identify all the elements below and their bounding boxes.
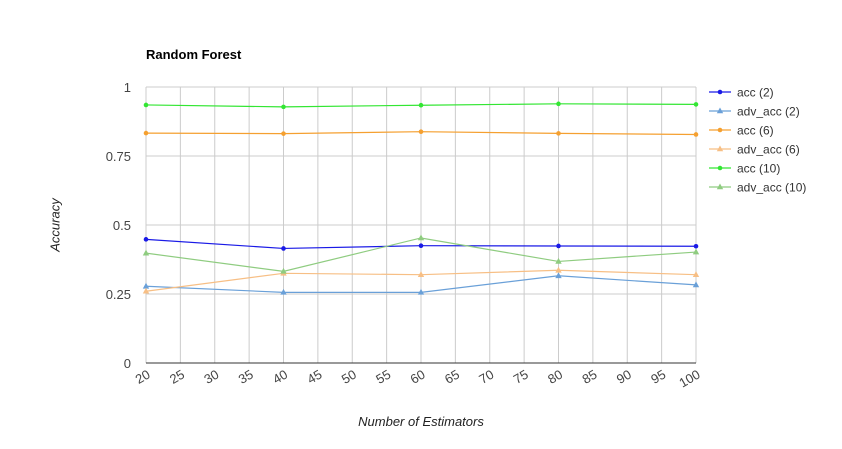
data-point (142, 249, 150, 256)
x-tick-label: 90 (614, 367, 634, 387)
data-point (417, 234, 425, 241)
chart-title: Random Forest (146, 47, 242, 62)
data-point (143, 130, 149, 136)
legend-marker (717, 89, 723, 95)
data-point (142, 282, 150, 289)
x-tick-label: 20 (133, 367, 153, 387)
data-point (556, 101, 561, 107)
data-point (143, 102, 149, 108)
data-point (556, 243, 561, 249)
x-tick-label: 30 (201, 367, 221, 387)
data-point (692, 271, 700, 277)
data-point (417, 288, 425, 295)
data-point (418, 102, 424, 108)
y-tick-label: 0 (124, 356, 131, 371)
data-point (418, 129, 424, 135)
legend-label: acc (6) (737, 124, 774, 138)
x-tick-label: 50 (339, 367, 359, 387)
legend-marker (716, 183, 724, 190)
x-tick-label: 80 (545, 367, 565, 387)
legend-label: adv_acc (6) (737, 143, 800, 157)
data-point (555, 266, 562, 273)
x-tick-label: 55 (373, 367, 393, 387)
x-tick-label: 40 (270, 367, 290, 387)
data-point (281, 104, 286, 110)
legend-marker (717, 127, 723, 133)
data-point (281, 131, 286, 136)
legend-label: acc (2) (737, 86, 774, 100)
data-point (692, 281, 700, 288)
data-point (280, 288, 287, 295)
data-point (418, 243, 424, 248)
legend-label: adv_acc (2) (737, 105, 800, 119)
x-tick-label: 95 (648, 367, 668, 387)
data-point (142, 287, 150, 294)
x-tick-label: 25 (167, 367, 187, 387)
y-tick-label: 0.75 (106, 149, 131, 164)
legend-marker (717, 165, 723, 171)
legend-label: acc (10) (737, 162, 780, 176)
legend-marker (716, 145, 724, 152)
data-point (693, 243, 699, 249)
x-tick-label: 70 (476, 367, 496, 387)
x-tick-label: 45 (305, 367, 325, 387)
x-tick-label: 35 (236, 367, 256, 387)
legend-marker (716, 107, 724, 114)
x-axis-label: Number of Estimators (358, 414, 484, 429)
x-tick-label: 65 (442, 367, 462, 387)
x-tick-label: 75 (511, 367, 531, 387)
data-point (280, 267, 287, 274)
x-tick-label: 100 (676, 367, 702, 391)
y-tick-label: 0.25 (106, 287, 131, 302)
y-tick-label: 0.5 (113, 218, 131, 233)
legend-label: adv_acc (10) (737, 181, 806, 195)
data-point (693, 132, 699, 137)
data-point (281, 246, 286, 251)
data-point (417, 271, 425, 277)
x-tick-label: 60 (408, 367, 428, 387)
data-point (555, 272, 562, 279)
data-point (555, 257, 562, 264)
data-point (693, 102, 699, 107)
data-point (556, 131, 561, 136)
x-tick-label: 85 (580, 367, 600, 387)
data-point (143, 237, 149, 242)
data-point (692, 248, 700, 255)
y-tick-label: 1 (124, 80, 131, 95)
